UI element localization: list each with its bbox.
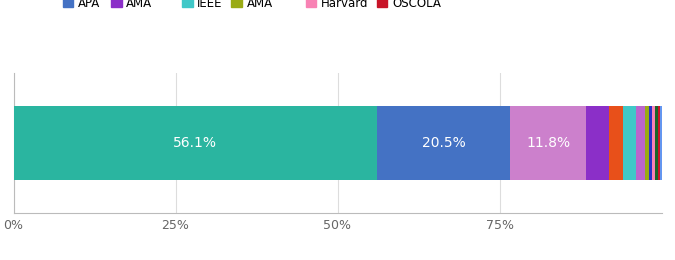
Text: 11.8%: 11.8% (526, 136, 570, 150)
Bar (655, 107, 657, 179)
Text: 20.5%: 20.5% (422, 136, 465, 150)
Bar (609, 107, 623, 179)
Bar (623, 107, 636, 179)
Legend: MLA, APA, Chicago, AMA, ACS, IEEE, Turabian, AMA, NLM, Harvard, Vancouver, OSCOL: MLA, APA, Chicago, AMA, ACS, IEEE, Turab… (63, 0, 612, 10)
Bar (510, 107, 587, 179)
Bar (645, 107, 649, 179)
Bar (587, 107, 609, 179)
Bar (662, 107, 663, 179)
Bar (649, 107, 653, 179)
Bar (659, 107, 662, 179)
Text: 56.1%: 56.1% (173, 136, 217, 150)
Bar (377, 107, 510, 179)
Bar (653, 107, 655, 179)
Bar (636, 107, 645, 179)
Bar (14, 107, 377, 179)
Bar (657, 107, 659, 179)
